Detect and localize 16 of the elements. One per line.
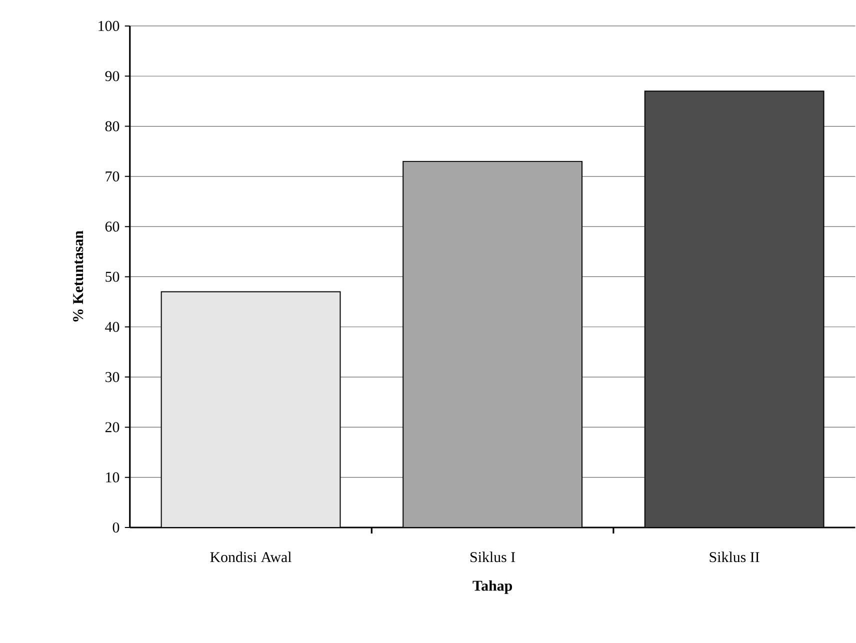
x-axis-title: Tahap [472,580,512,594]
y-tick-label: 70 [106,171,120,182]
y-tick-label: 0 [112,522,120,532]
y-tick-label: 20 [105,422,120,432]
y-tick-label: 40 [105,322,120,332]
y-tick-label: 80 [105,121,120,132]
y-tick-label: 10 [106,472,120,482]
y-axis-title: % Ketuntasan [73,230,84,322]
x-tick-label: Siklus II [710,551,760,562]
x-tick-label: Siklus I [470,551,516,562]
x-tick-label: Kondisi Awal [210,551,292,562]
y-tick-label: 30 [106,372,120,382]
y-tick-label: 60 [105,221,120,232]
y-tick-label: 90 [105,70,120,81]
y-tick-label: 50 [106,272,120,282]
y-tick-label: 100 [98,20,120,31]
